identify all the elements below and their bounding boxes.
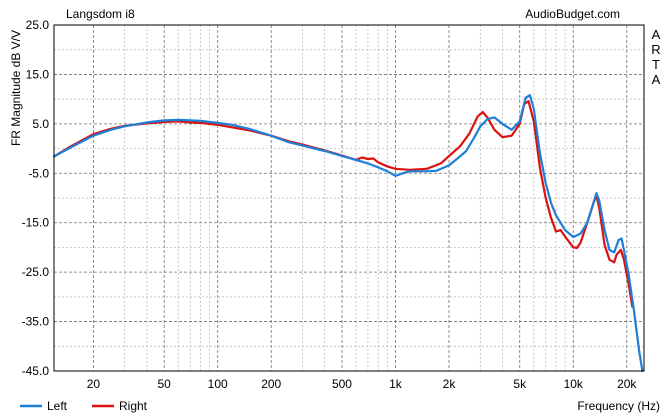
- x-tick-label: 2k: [443, 377, 457, 391]
- y-axis-label: FR Magnitude dB V/V: [9, 30, 23, 146]
- y-tick-labels: 25.0 15.0 5.0 -5.0 -15.0 -25.0 -35.0 -45.0: [22, 18, 50, 378]
- y-tick-label: -45.0: [22, 364, 50, 378]
- x-tick-labels: 20 50 100 200 500 1k 2k 5k 10k 20k: [87, 377, 638, 391]
- watermark-letter: A: [652, 27, 661, 42]
- legend-label-left: Left: [47, 399, 68, 413]
- y-tick-label: 25.0: [26, 18, 50, 32]
- major-gridlines: [54, 25, 644, 371]
- x-tick-label: 20k: [617, 377, 637, 391]
- plot-frame: [53, 24, 645, 372]
- brand-label: AudioBudget.com: [525, 7, 620, 21]
- watermark-letter: A: [652, 72, 661, 87]
- minor-gridlines: [54, 25, 644, 371]
- x-axis-label: Frequency (Hz): [577, 399, 660, 413]
- y-tick-label: -5.0: [28, 166, 49, 180]
- y-tick-label: 5.0: [32, 117, 49, 131]
- y-tick-label: -25.0: [22, 265, 50, 279]
- chart-title: Langsdom i8: [66, 7, 135, 21]
- watermark-letter: R: [651, 42, 660, 57]
- y-tick-label: -35.0: [22, 315, 50, 329]
- x-tick-label: 100: [208, 377, 228, 391]
- x-tick-label: 500: [332, 377, 352, 391]
- x-tick-label: 10k: [564, 377, 584, 391]
- watermark-letter: T: [652, 57, 660, 72]
- legend-label-right: Right: [119, 399, 148, 413]
- x-tick-label: 50: [158, 377, 172, 391]
- x-tick-label: 1k: [389, 377, 403, 391]
- series-lines: [52, 94, 644, 373]
- x-tick-label: 20: [87, 377, 101, 391]
- y-tick-label: 15.0: [26, 67, 50, 81]
- legend: Left Right: [20, 399, 148, 413]
- series-line-left: [52, 94, 644, 373]
- x-tick-label: 5k: [513, 377, 527, 391]
- y-tick-label: -15.0: [22, 216, 50, 230]
- x-tick-label: 200: [261, 377, 281, 391]
